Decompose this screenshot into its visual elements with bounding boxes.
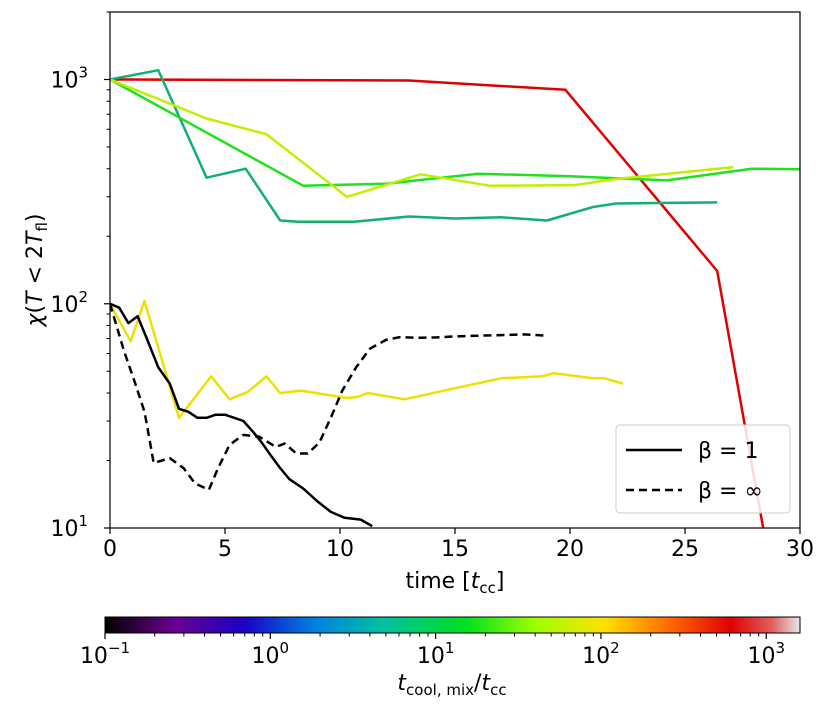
series-line-red-solid bbox=[110, 78, 765, 528]
legend: β = 1 β = ∞ bbox=[615, 424, 791, 514]
x-tick-label: 20 bbox=[556, 537, 584, 562]
colorbar-tick-label: 102 bbox=[582, 639, 620, 669]
x-tick-label: 0 bbox=[103, 537, 117, 562]
y-tick-label: 103 bbox=[50, 64, 88, 94]
series-line-yellow-solid bbox=[110, 299, 624, 420]
y-axis-label: χ(T < 2Tfl) bbox=[23, 214, 51, 328]
x-tick-label: 30 bbox=[786, 537, 814, 562]
colorbar-tick-label: 103 bbox=[747, 639, 785, 669]
legend-label-beta-1: β = 1 bbox=[698, 439, 758, 464]
x-tick-label: 25 bbox=[671, 537, 699, 562]
series-line-black-dashed bbox=[110, 303, 548, 492]
series-line-lime-solid bbox=[110, 78, 734, 199]
y-tick-label: 101 bbox=[50, 512, 88, 542]
series-line-green-solid bbox=[110, 78, 800, 187]
colorbar-tick-label: 101 bbox=[417, 639, 455, 669]
x-axis-label: time [tcc] bbox=[405, 569, 504, 597]
x-tick-label: 10 bbox=[326, 537, 354, 562]
legend-label-beta-inf: β = ∞ bbox=[698, 479, 763, 504]
colorbar: 10−1 100 101 102 103 tcool, mix/tcc bbox=[80, 616, 801, 699]
colorbar-gradient bbox=[104, 616, 801, 634]
colorbar-tick-label: 10−1 bbox=[80, 639, 130, 669]
series-line-black-solid bbox=[110, 302, 373, 528]
x-tick-label: 15 bbox=[441, 537, 469, 562]
x-tick-label: 5 bbox=[218, 537, 232, 562]
colorbar-label: tcool, mix/tcc bbox=[397, 671, 506, 699]
colorbar-tick-label: 100 bbox=[252, 639, 290, 669]
series-line-teal-solid bbox=[110, 68, 718, 224]
y-tick-label: 102 bbox=[50, 288, 88, 318]
